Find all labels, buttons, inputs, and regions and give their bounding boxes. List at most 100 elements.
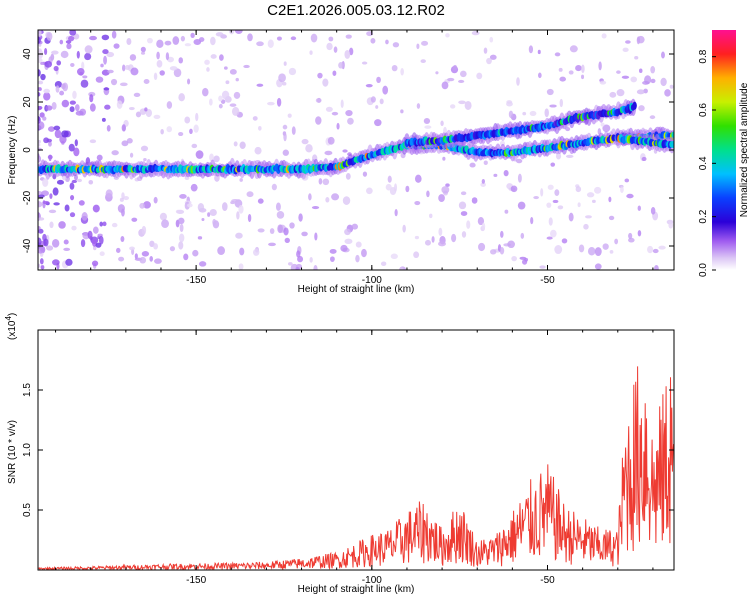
spectral-noise-mark bbox=[594, 263, 602, 270]
spectral-noise-mark bbox=[42, 116, 47, 121]
spectral-noise-mark bbox=[466, 220, 471, 229]
colorbar-tick-label: 0.6 bbox=[698, 103, 709, 117]
spectral-noise-mark bbox=[394, 209, 398, 217]
spectral-noise-mark bbox=[190, 183, 198, 192]
spectral-noise-mark bbox=[38, 36, 41, 44]
spectral-noise-mark bbox=[586, 192, 595, 198]
spectral-noise-mark bbox=[225, 80, 230, 85]
spectral-noise-mark bbox=[102, 221, 107, 227]
spectral-noise-mark bbox=[51, 101, 57, 110]
spectral-noise-mark bbox=[330, 256, 335, 262]
spectral-noise-mark bbox=[234, 30, 243, 34]
spectral-noise-mark bbox=[195, 150, 204, 159]
spectral-noise-mark bbox=[385, 39, 389, 45]
spectral-noise-mark bbox=[169, 66, 178, 71]
spectral-noise-mark bbox=[308, 193, 312, 201]
spectral-noise-mark bbox=[154, 258, 162, 264]
spectral-noise-mark bbox=[585, 215, 592, 219]
spectral-noise-mark bbox=[197, 236, 203, 240]
spectral-noise-mark bbox=[239, 247, 245, 256]
spectral-noise-mark bbox=[559, 98, 563, 108]
spectral-noise-mark bbox=[235, 77, 239, 82]
spectral-noise-mark bbox=[80, 239, 86, 248]
spectral-noise-mark bbox=[636, 36, 641, 45]
spectral-noise-mark bbox=[510, 185, 518, 193]
spectral-noise-mark bbox=[88, 179, 94, 185]
spectral-noise-mark bbox=[267, 39, 274, 48]
spectral-noise-mark bbox=[546, 202, 552, 208]
spectral-noise-mark bbox=[153, 114, 161, 119]
spectral-noise-mark bbox=[139, 256, 147, 264]
spectral-noise-mark bbox=[193, 124, 199, 133]
spectral-noise-mark bbox=[43, 92, 51, 101]
spectral-noise-mark bbox=[71, 179, 78, 184]
spectral-noise-mark bbox=[345, 34, 352, 39]
spectral-noise-mark bbox=[461, 231, 467, 238]
spectral-noise-mark bbox=[420, 59, 426, 64]
spectral-noise-mark bbox=[48, 209, 57, 214]
spectral-noise-mark bbox=[546, 88, 554, 96]
spectral-noise-mark bbox=[229, 69, 237, 75]
spectral-noise-mark bbox=[471, 197, 478, 204]
spectral-noise-mark bbox=[326, 42, 333, 51]
spectral-noise-mark bbox=[40, 265, 45, 270]
spectrogram-x-label: Height of straight line (km) bbox=[298, 284, 415, 295]
spectral-noise-mark bbox=[594, 247, 602, 257]
spectral-noise-mark bbox=[38, 225, 41, 230]
spectral-noise-mark bbox=[637, 230, 642, 237]
y-tick-label: 40 bbox=[22, 48, 33, 60]
spectral-noise-mark bbox=[641, 156, 647, 162]
spectral-noise-mark bbox=[71, 225, 77, 231]
spectral-noise-mark bbox=[565, 127, 571, 132]
spectral-noise-mark bbox=[458, 100, 466, 105]
spectral-noise-mark bbox=[78, 200, 85, 206]
spectral-noise-mark bbox=[392, 42, 400, 48]
spectral-noise-mark bbox=[561, 238, 568, 244]
spectral-noise-mark bbox=[130, 67, 139, 76]
spectral-noise-mark bbox=[38, 87, 42, 91]
spectral-noise-mark bbox=[84, 45, 93, 54]
x-tick-label: -50 bbox=[540, 275, 555, 286]
spectral-noise-mark bbox=[213, 155, 220, 163]
spectral-noise-mark bbox=[664, 89, 671, 97]
spectral-noise-mark bbox=[38, 107, 42, 111]
spectral-noise-mark bbox=[197, 202, 205, 212]
spectral-noise-mark bbox=[315, 98, 322, 103]
spectral-noise-mark bbox=[198, 261, 207, 267]
spectral-noise-mark bbox=[608, 196, 612, 203]
spectral-noise-mark bbox=[177, 217, 185, 225]
spectral-noise-mark bbox=[254, 146, 262, 155]
spectral-noise-mark bbox=[77, 178, 83, 183]
spectral-noise-mark bbox=[318, 178, 323, 185]
y-tick-label: 1.0 bbox=[22, 443, 33, 457]
spectral-noise-mark bbox=[313, 264, 318, 270]
spectral-noise-mark bbox=[100, 63, 104, 68]
spectral-noise-mark bbox=[116, 247, 121, 253]
spectral-noise-mark bbox=[524, 257, 529, 262]
spectral-noise-mark bbox=[516, 77, 520, 86]
spectral-noise-mark bbox=[554, 52, 561, 57]
ridge-core-mark bbox=[632, 101, 637, 110]
spectral-noise-mark bbox=[69, 106, 75, 113]
spectral-noise-mark bbox=[342, 149, 348, 153]
spectral-noise-mark bbox=[609, 91, 617, 98]
spectral-noise-mark bbox=[92, 245, 97, 251]
spectral-noise-mark bbox=[275, 202, 281, 211]
spectral-noise-mark bbox=[129, 152, 134, 158]
spectral-noise-mark bbox=[143, 157, 147, 162]
spectral-noise-mark bbox=[557, 205, 564, 210]
spectral-noise-mark bbox=[84, 52, 92, 61]
spectral-noise-mark bbox=[184, 43, 192, 47]
spectral-noise-mark bbox=[38, 217, 45, 221]
spectral-noise-mark bbox=[139, 202, 145, 209]
spectral-noise-mark bbox=[376, 76, 381, 84]
spectral-noise-mark bbox=[243, 64, 250, 69]
spectral-noise-mark bbox=[626, 193, 634, 199]
spectral-noise-mark bbox=[555, 152, 562, 160]
spectral-noise-mark bbox=[59, 39, 64, 45]
spectral-noise-mark bbox=[282, 81, 287, 86]
spectral-noise-mark bbox=[405, 185, 410, 193]
spectral-noise-mark bbox=[342, 196, 351, 205]
spectral-noise-mark bbox=[44, 48, 48, 55]
spectral-noise-mark bbox=[238, 263, 244, 270]
